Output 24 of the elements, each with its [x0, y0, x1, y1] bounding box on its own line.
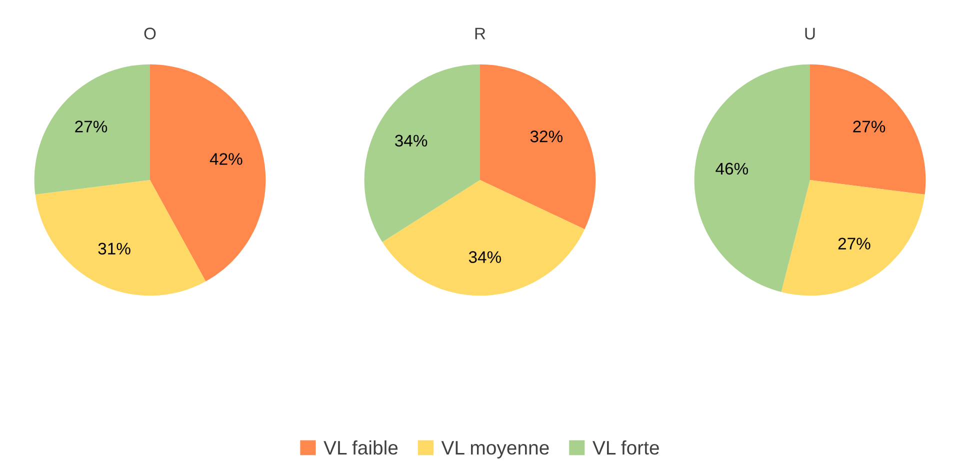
pie-slice [382, 180, 585, 296]
pie-slice [150, 64, 266, 282]
legend-label: VL moyenne [441, 441, 549, 458]
data-label: 34% [395, 134, 428, 147]
chart-title: R [475, 28, 486, 40]
chart-title: U [805, 28, 815, 40]
pie-slice [35, 180, 206, 296]
pie-slice [810, 64, 926, 194]
pie-slice [781, 180, 925, 296]
legend-label: VL forte [592, 440, 659, 455]
data-label: 31% [98, 242, 130, 255]
data-label: 42% [210, 153, 242, 165]
chart-title: O [144, 28, 156, 40]
data-label: 32% [530, 130, 563, 142]
data-label: 46% [716, 162, 748, 175]
data-label: 27% [853, 120, 886, 132]
data-label: 34% [468, 251, 502, 263]
pie-slice [694, 64, 810, 292]
legend-label: VL faible [324, 440, 398, 455]
pie-slice [34, 64, 150, 194]
pie-slice [364, 64, 480, 242]
pie-slice [480, 64, 596, 230]
data-label: 27% [75, 120, 108, 132]
data-label: 27% [838, 238, 870, 250]
